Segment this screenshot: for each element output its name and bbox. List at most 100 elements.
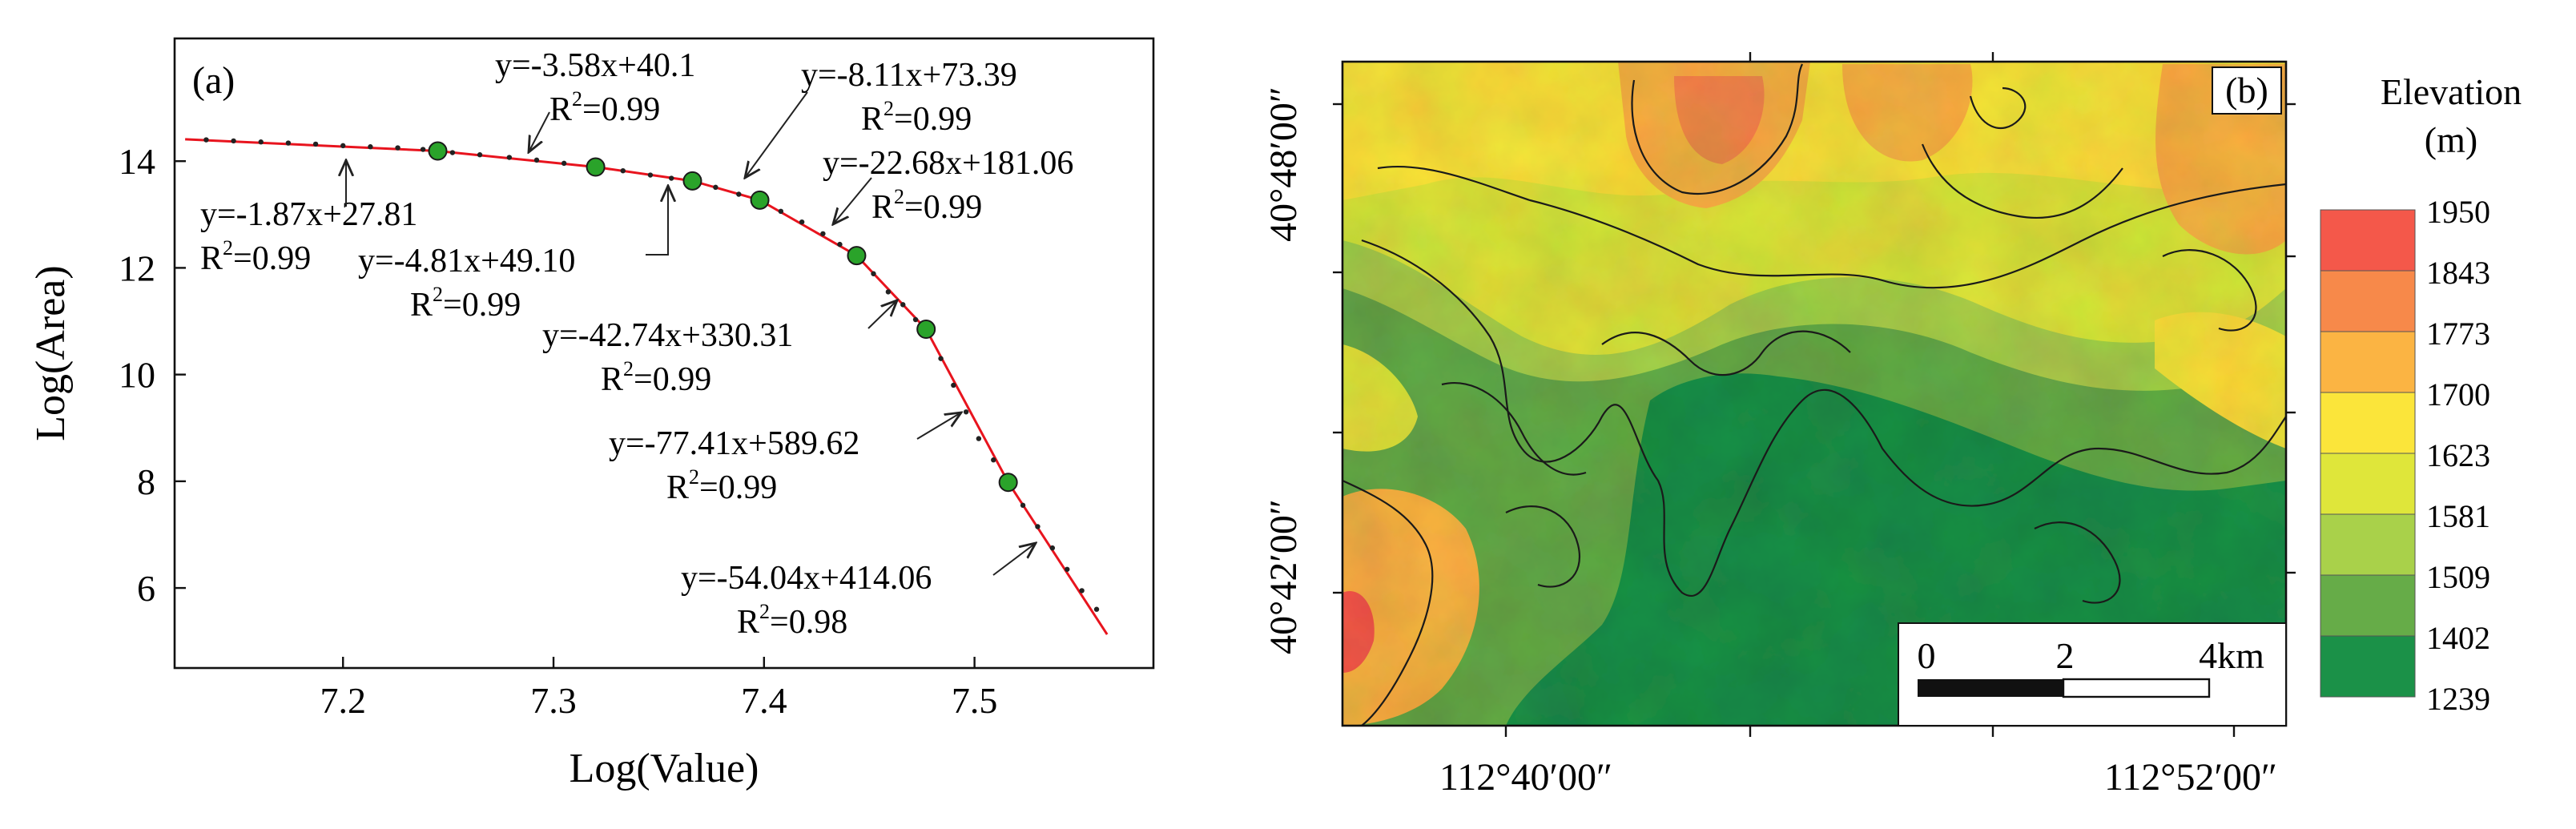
y-axis: 6 8 10 12 14 (119, 141, 186, 609)
panel-a-chart: (a) 7.2 7.3 7.4 7.5 6 8 10 12 14 Log(Value) Log… (28, 37, 1155, 791)
panel-b-label-box (2212, 66, 2282, 115)
annotation-r-squared: R2=0.98 (737, 600, 847, 641)
observed-point (976, 436, 982, 441)
breakpoint-point (916, 320, 936, 340)
legend-label: 1623 (2426, 437, 2490, 473)
lat-label-north: 40°48′00″ (1262, 87, 1305, 242)
map-ticks (1333, 52, 2296, 737)
panel-a-label: (a) (192, 59, 235, 102)
observed-point (203, 137, 209, 143)
observed-point (285, 140, 292, 146)
annotation-r-squared: R2=0.99 (410, 283, 521, 324)
regression-annotations: y=-1.87x+27.81R2=0.99y=-3.58x+40.1R2=0.9… (200, 47, 1073, 641)
observed-point (778, 208, 784, 215)
breakpoint-point (847, 246, 867, 266)
observed-series (203, 137, 1100, 612)
annotation-r-squared: R2=0.99 (200, 236, 311, 277)
annotation-equation: y=-8.11x+73.39 (801, 57, 1017, 94)
observed-point (1020, 502, 1026, 509)
legend-swatch (2320, 453, 2416, 515)
scale-bar-label-4km: 4km (2199, 635, 2264, 676)
observed-point (1093, 606, 1100, 612)
observed-point (1035, 524, 1040, 529)
breakpoint-point (750, 190, 770, 210)
scale-bar-label-2: 2 (2056, 635, 2075, 676)
observed-point (620, 167, 626, 174)
observed-point (938, 356, 944, 361)
observed-point (820, 231, 826, 236)
x-tick-label: 7.5 (952, 680, 998, 721)
legend-swatch (2320, 209, 2416, 272)
observed-point (837, 241, 843, 247)
annotation-r-squared: R2=0.99 (549, 87, 660, 128)
observed-point (1049, 545, 1056, 551)
observed-point (713, 184, 718, 191)
elevation-raster (1342, 62, 2286, 726)
observed-point (312, 141, 319, 147)
observed-point (533, 157, 540, 163)
lat-label-south: 40°42′00″ (1262, 499, 1305, 654)
observed-point (340, 143, 346, 149)
breakpoint-point (586, 157, 606, 177)
observed-point (1079, 588, 1085, 594)
scale-bar-dark (1918, 679, 2063, 697)
annotation-equation: y=-4.81x+49.10 (358, 243, 575, 280)
observed-point (912, 316, 919, 323)
annotation-equation: y=-77.41x+589.62 (609, 425, 859, 462)
observed-point (258, 139, 264, 145)
annotation-arrow (916, 412, 961, 440)
annotation-arrow (992, 543, 1036, 576)
legend-swatch (2320, 270, 2416, 332)
observed-point (871, 271, 876, 276)
x-axis: 7.2 7.3 7.4 7.5 (320, 657, 997, 721)
observed-point (900, 302, 906, 308)
annotation-2: y=-3.58x+40.1R2=0.99 (495, 47, 695, 152)
contour-lines (1342, 63, 2286, 726)
observed-point (420, 147, 426, 152)
x-axis-label: Log(Value) (570, 746, 759, 791)
observed-point (963, 409, 969, 415)
breakpoint-point (428, 141, 448, 161)
annotation-equation: y=-54.04x+414.06 (681, 560, 932, 597)
scale-bar-label-0: 0 (1918, 635, 1936, 676)
legend-swatch (2320, 574, 2416, 637)
legend-unit: (m) (2425, 119, 2477, 160)
x-tick-label: 7.3 (530, 680, 577, 721)
breakpoint-point (998, 473, 1018, 493)
x-tick-label: 7.4 (741, 680, 787, 721)
legend-label: 1509 (2426, 559, 2490, 595)
legend-label: 1700 (2426, 376, 2490, 412)
legend-swatch (2320, 392, 2416, 454)
observed-point (799, 219, 805, 225)
scale-bar-light (2062, 678, 2211, 698)
y-axis-label: Log(Area) (28, 265, 74, 441)
annotation-r-squared: R2=0.99 (861, 97, 972, 138)
y-tick-label: 6 (137, 568, 155, 609)
map-frame (1341, 60, 2288, 727)
y-tick-label: 14 (119, 141, 155, 182)
observed-point (647, 172, 654, 178)
lon-label-east: 112°52′00″ (2104, 756, 2277, 799)
annotation-arrow (867, 300, 897, 329)
observed-point (395, 145, 400, 151)
observed-point (506, 155, 513, 160)
legend-title: Elevation (2381, 71, 2522, 112)
annotation-equation: y=-22.68x+181.06 (823, 145, 1073, 182)
annotation-equation: y=-1.87x+27.81 (200, 196, 417, 233)
observed-point (561, 160, 567, 167)
elevation-legend: 1950 1843 1773 1700 1623 1581 1509 1402 1239 (2320, 194, 2490, 717)
breakpoint-point (682, 171, 702, 191)
scale-bar-box (1898, 622, 2287, 726)
annotation-arrow (529, 111, 550, 152)
breakpoint-series (428, 141, 1018, 493)
legend-swatch (2320, 331, 2416, 393)
plot-frame-a (173, 37, 1155, 670)
panel-b-map: (b) 0 2 4km 40°48′00″ 40°42′00″ 112°40′0… (1262, 52, 2522, 799)
legend-label: 1773 (2426, 316, 2490, 352)
y-tick-label: 8 (137, 461, 155, 502)
observed-point (668, 175, 674, 181)
